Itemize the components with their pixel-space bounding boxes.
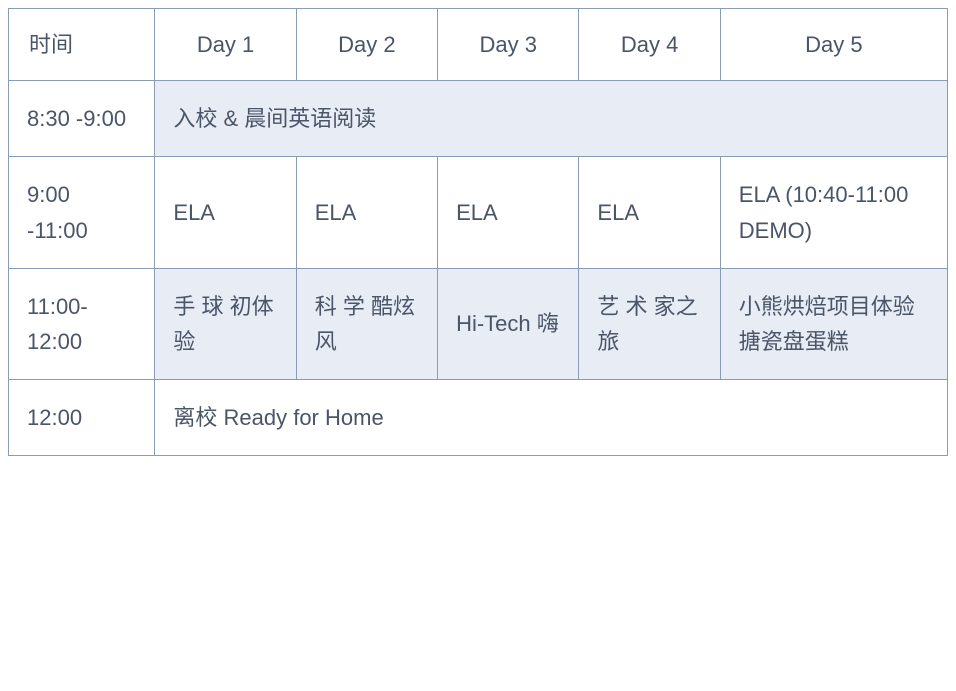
activity-day4: 艺 术 家之旅 xyxy=(579,268,720,379)
row-ela: 9:00 -11:00 ELA ELA ELA ELA ELA (10:40-1… xyxy=(9,157,948,268)
header-day5: Day 5 xyxy=(720,9,947,81)
header-day1: Day 1 xyxy=(155,9,296,81)
header-row: 时间 Day 1 Day 2 Day 3 Day 4 Day 5 xyxy=(9,9,948,81)
time-0900: 9:00 -11:00 xyxy=(9,157,155,268)
header-day4: Day 4 xyxy=(579,9,720,81)
header-day2: Day 2 xyxy=(296,9,437,81)
row-activities: 11:00-12:00 手 球 初体验 科 学 酷炫风 Hi-Tech 嗨 艺 … xyxy=(9,268,948,379)
activity-day3: Hi-Tech 嗨 xyxy=(438,268,579,379)
schedule-table: 时间 Day 1 Day 2 Day 3 Day 4 Day 5 8:30 -9… xyxy=(8,8,948,456)
ela-day1: ELA xyxy=(155,157,296,268)
ela-day5: ELA (10:40-11:00 DEMO) xyxy=(720,157,947,268)
header-time: 时间 xyxy=(9,9,155,81)
ela-day2: ELA xyxy=(296,157,437,268)
activity-day2: 科 学 酷炫风 xyxy=(296,268,437,379)
ela-day3: ELA xyxy=(438,157,579,268)
dismissal-cell: 离校 Ready for Home xyxy=(155,380,948,456)
header-day3: Day 3 xyxy=(438,9,579,81)
morning-reading-cell: 入校 & 晨间英语阅读 xyxy=(155,81,948,157)
time-0830: 8:30 -9:00 xyxy=(9,81,155,157)
activity-day5: 小熊烘焙项目体验 搪瓷盘蛋糕 xyxy=(720,268,947,379)
row-dismissal: 12:00 离校 Ready for Home xyxy=(9,380,948,456)
time-1100: 11:00-12:00 xyxy=(9,268,155,379)
row-morning-reading: 8:30 -9:00 入校 & 晨间英语阅读 xyxy=(9,81,948,157)
time-1200: 12:00 xyxy=(9,380,155,456)
ela-day4: ELA xyxy=(579,157,720,268)
activity-day1: 手 球 初体验 xyxy=(155,268,296,379)
